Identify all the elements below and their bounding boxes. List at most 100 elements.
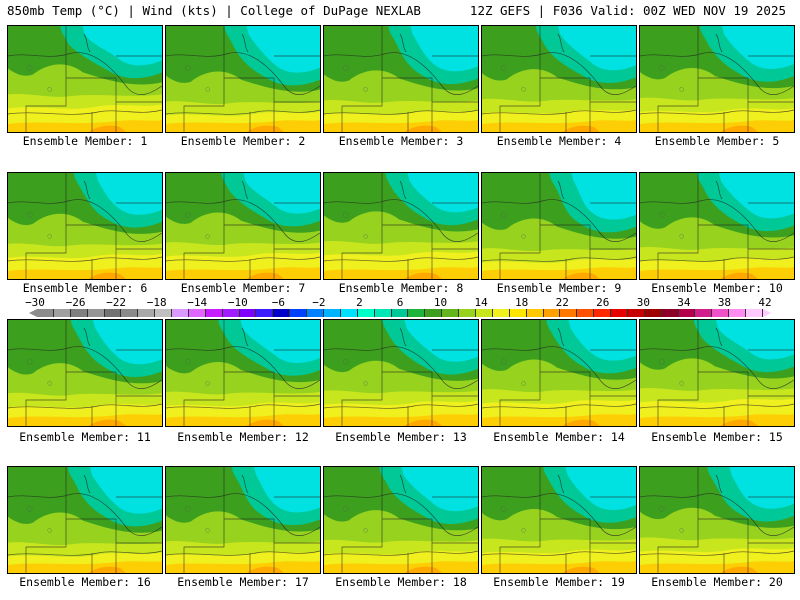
colorbar-tick-label: 26 <box>596 296 610 309</box>
colorbar-swatch <box>222 309 240 317</box>
ensemble-map-panel <box>639 319 795 427</box>
colorbar-swatch <box>53 309 71 317</box>
colorbar-tick-label: 2 <box>356 296 363 309</box>
colorbar-tick-label: 6 <box>396 296 404 309</box>
colorbar-swatch <box>459 309 476 317</box>
colorbar-tick-label: 42 <box>758 296 772 309</box>
ensemble-member-label: Ensemble Member: 10 <box>651 281 783 295</box>
colorbar-swatch <box>425 309 443 317</box>
colorbar-tick-label: −30 <box>25 296 45 309</box>
colorbar-swatch <box>290 309 308 317</box>
colorbar-swatch <box>543 309 561 317</box>
colorbar-swatch <box>188 309 206 317</box>
ensemble-member-label: Ensemble Member: 1 <box>22 134 148 148</box>
run-info: 12Z GEFS | F036 Valid: 00Z WED NOV 19 20… <box>469 3 786 18</box>
ensemble-member-label: Ensemble Member: 20 <box>651 575 783 589</box>
colorbar-swatch <box>408 309 426 317</box>
colorbar-swatch <box>509 309 527 317</box>
colorbar-swatch <box>560 309 578 317</box>
colorbar-swatch <box>104 309 122 317</box>
colorbar-right-arrow <box>763 309 771 317</box>
colorbar-swatch <box>121 309 139 317</box>
ensemble-member-label: Ensemble Member: 4 <box>496 134 622 148</box>
colorbar-swatch <box>340 309 358 317</box>
ensemble-map-panel <box>639 25 795 133</box>
ensemble-member-label: Ensemble Member: 18 <box>335 575 467 589</box>
ensemble-member-label: Ensemble Member: 3 <box>338 134 464 148</box>
colorbar-swatch <box>155 309 173 317</box>
ensemble-member-label: Ensemble Member: 16 <box>19 575 151 589</box>
colorbar-swatch <box>70 309 88 317</box>
ensemble-map-panel <box>165 172 321 280</box>
ensemble-map-panel <box>639 466 795 574</box>
colorbar-tick-label: 10 <box>433 296 448 309</box>
colorbar-tick-label: 22 <box>555 296 569 309</box>
ensemble-map-panel <box>323 172 479 280</box>
map-title: 850mb Temp (°C) | Wind (kts) | College o… <box>7 3 421 18</box>
colorbar-swatch <box>526 309 544 317</box>
ensemble-map-panel <box>165 319 321 427</box>
colorbar-left-arrow <box>29 309 37 317</box>
ensemble-member-label: Ensemble Member: 8 <box>338 281 464 295</box>
ensemble-member-label: Ensemble Member: 6 <box>22 281 148 295</box>
ensemble-map-panel <box>7 25 163 133</box>
ensemble-map-panel <box>7 319 163 427</box>
colorbar-swatch <box>611 309 628 317</box>
colorbar-swatch <box>729 309 747 317</box>
colorbar-swatch <box>695 309 713 317</box>
ensemble-member-label: Ensemble Member: 14 <box>493 430 625 444</box>
colorbar-swatch <box>577 309 595 317</box>
ensemble-member-label: Ensemble Member: 5 <box>654 134 780 148</box>
ensemble-member-label: Ensemble Member: 7 <box>180 281 306 295</box>
ensemble-map-panel <box>323 466 479 574</box>
colorbar-tick-label: −10 <box>227 296 248 309</box>
colorbar-tick-label: −18 <box>146 296 167 309</box>
colorbar-swatch <box>712 309 730 317</box>
ensemble-map-panel <box>165 25 321 133</box>
ensemble-member-label: Ensemble Member: 15 <box>651 430 783 444</box>
colorbar-swatch <box>172 309 189 317</box>
ensemble-member-label: Ensemble Member: 9 <box>496 281 622 295</box>
colorbar-swatch <box>492 309 510 317</box>
colorbar-swatch <box>273 309 291 317</box>
ensemble-map-panel <box>481 319 637 427</box>
ensemble-map-panel <box>323 25 479 133</box>
ensemble-member-label: Ensemble Member: 17 <box>177 575 309 589</box>
colorbar-tick-label: −22 <box>106 296 127 309</box>
colorbar-tick-label: 34 <box>677 296 691 309</box>
colorbar-tick-label: −14 <box>187 296 208 309</box>
colorbar-swatch <box>357 309 375 317</box>
colorbar-tick-label: −2 <box>312 296 326 309</box>
colorbar-swatch <box>239 309 257 317</box>
colorbar-swatch <box>594 309 612 317</box>
ensemble-member-label: Ensemble Member: 11 <box>19 430 151 444</box>
ensemble-map-panel <box>481 25 637 133</box>
ensemble-member-label: Ensemble Member: 13 <box>335 430 467 444</box>
ensemble-member-label: Ensemble Member: 12 <box>177 430 309 444</box>
colorbar-swatch <box>87 309 105 317</box>
ensemble-member-label: Ensemble Member: 2 <box>180 134 306 148</box>
ensemble-map-panel <box>323 319 479 427</box>
ensemble-map-panel <box>7 466 163 574</box>
colorbar-swatch <box>475 309 493 317</box>
colorbar-swatch <box>374 309 392 317</box>
colorbar-tick-label: −26 <box>65 296 86 309</box>
colorbar-swatch <box>256 309 274 317</box>
colorbar-swatch <box>391 309 409 317</box>
colorbar-swatch <box>205 309 223 317</box>
colorbar-swatch <box>644 309 662 317</box>
colorbar-swatch <box>37 309 54 317</box>
colorbar-swatch <box>746 309 763 317</box>
ensemble-member-label: Ensemble Member: 19 <box>493 575 625 589</box>
ensemble-map-panel <box>7 172 163 280</box>
colorbar-tick-label: 30 <box>636 296 650 309</box>
colorbar-tick-label: −6 <box>271 296 285 309</box>
colorbar-swatch <box>678 309 696 317</box>
ensemble-map-panel <box>639 172 795 280</box>
colorbar-swatch <box>324 309 341 317</box>
colorbar-tick-label: 38 <box>717 296 732 309</box>
colorbar-tick-label: 18 <box>515 296 529 309</box>
colorbar-swatch <box>627 309 645 317</box>
ensemble-map-panel <box>481 466 637 574</box>
colorbar-swatch <box>138 309 156 317</box>
